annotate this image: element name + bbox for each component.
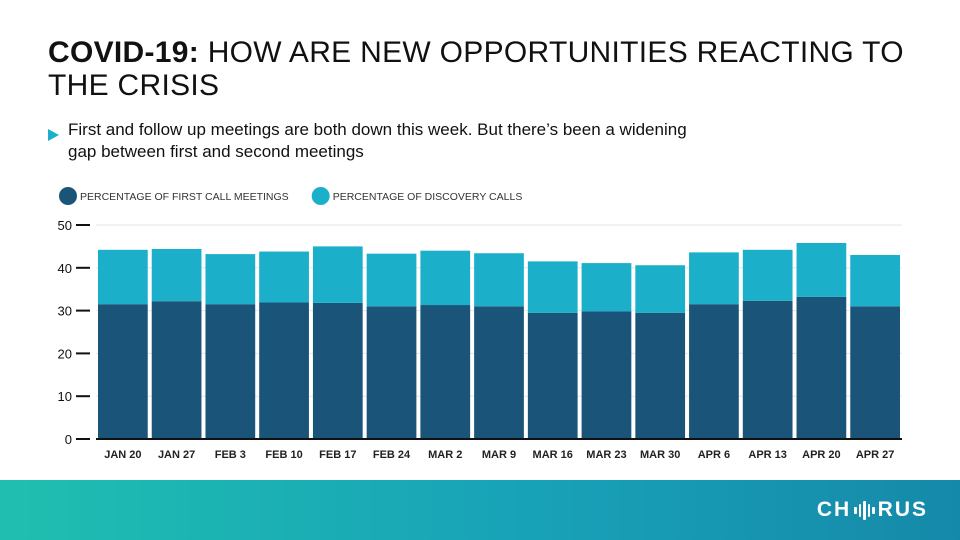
- bar-first-call-9: [527, 312, 578, 439]
- bullet-text: First and follow up meetings are both do…: [68, 120, 687, 161]
- bar-first-call-14: [796, 296, 847, 439]
- x-tick-label: APR 6: [698, 449, 730, 461]
- bar-first-call-12: [689, 304, 739, 439]
- bar-discovery-8: [474, 253, 524, 307]
- bar-first-call-2: [151, 301, 202, 439]
- bar-first-call-8: [474, 306, 524, 439]
- bar-first-call-10: [581, 311, 632, 439]
- bar-discovery-12: [689, 252, 739, 305]
- bar-first-call-7: [420, 305, 471, 439]
- x-tick-label: APR 13: [748, 449, 787, 461]
- y-tick-label: 0: [65, 432, 72, 447]
- bar-discovery-7: [420, 250, 471, 306]
- slide-title-rest: HOW ARE NEW OPPORTUNITIES REACTING TO TH…: [48, 36, 904, 102]
- x-tick-label: MAR 30: [640, 449, 680, 461]
- x-tick-label: FEB 3: [215, 449, 246, 461]
- soundwave-icon: [854, 500, 875, 520]
- x-tick-label: MAR 23: [586, 449, 626, 461]
- bar-first-call-4: [259, 302, 309, 439]
- bar-discovery-13: [742, 249, 793, 301]
- bar-first-call-5: [312, 302, 363, 439]
- footer-bar: CH RUS: [0, 480, 960, 540]
- bar-discovery-6: [366, 253, 417, 307]
- bar-discovery-14: [796, 242, 847, 297]
- slide-title-bold: COVID-19:: [48, 36, 200, 69]
- x-tick-label: MAR 9: [482, 449, 516, 461]
- x-tick-label: JAN 20: [104, 449, 141, 461]
- bar-discovery-5: [312, 246, 363, 303]
- bar-discovery-1: [98, 249, 148, 305]
- logo-text-prefix: CH: [816, 498, 852, 521]
- logo-text-suffix: RUS: [877, 498, 928, 521]
- bar-discovery-2: [151, 248, 202, 302]
- x-tick-label: APR 27: [856, 449, 895, 461]
- bar-first-call-13: [742, 300, 793, 439]
- legend-swatch-1: [59, 187, 77, 205]
- bar-first-call-3: [205, 304, 256, 439]
- y-tick-label: 30: [58, 304, 72, 319]
- legend-label-1: PERCENTAGE OF FIRST CALL MEETINGS: [80, 191, 289, 203]
- x-tick-label: JAN 27: [158, 449, 195, 461]
- x-tick-label: MAR 2: [428, 449, 462, 461]
- stacked-bar-chart: PERCENTAGE OF FIRST CALL MEETINGS PERCENT…: [58, 187, 902, 461]
- y-tick-label: 10: [58, 389, 72, 404]
- y-tick-label: 50: [58, 218, 72, 233]
- x-tick-label: FEB 17: [319, 449, 356, 461]
- bar-first-call-15: [850, 306, 900, 439]
- y-tick-label: 40: [58, 261, 72, 276]
- bar-discovery-11: [635, 265, 686, 313]
- bar-discovery-15: [850, 254, 900, 307]
- x-tick-label: MAR 16: [533, 449, 573, 461]
- x-tick-label: APR 20: [802, 449, 841, 461]
- bar-discovery-3: [205, 254, 256, 305]
- legend-swatch-2: [311, 187, 330, 205]
- x-tick-label: FEB 24: [373, 449, 411, 461]
- legend-label-2: PERCENTAGE OF DISCOVERY CALLS: [333, 191, 523, 203]
- bar-first-call-11: [635, 312, 686, 439]
- x-tick-label: FEB 10: [265, 449, 302, 461]
- chorus-logo: CH RUS: [817, 498, 928, 522]
- bar-discovery-9: [527, 261, 578, 313]
- triangle-bullet-icon: [48, 129, 59, 141]
- slide-title: COVID-19: HOW ARE NEW OPPORTUNITIES REAC…: [48, 36, 908, 102]
- bar-discovery-10: [581, 263, 632, 312]
- bar-first-call-6: [366, 306, 417, 439]
- bar-discovery-4: [259, 251, 309, 303]
- bar-first-call-1: [98, 304, 148, 439]
- y-tick-label: 20: [58, 346, 72, 361]
